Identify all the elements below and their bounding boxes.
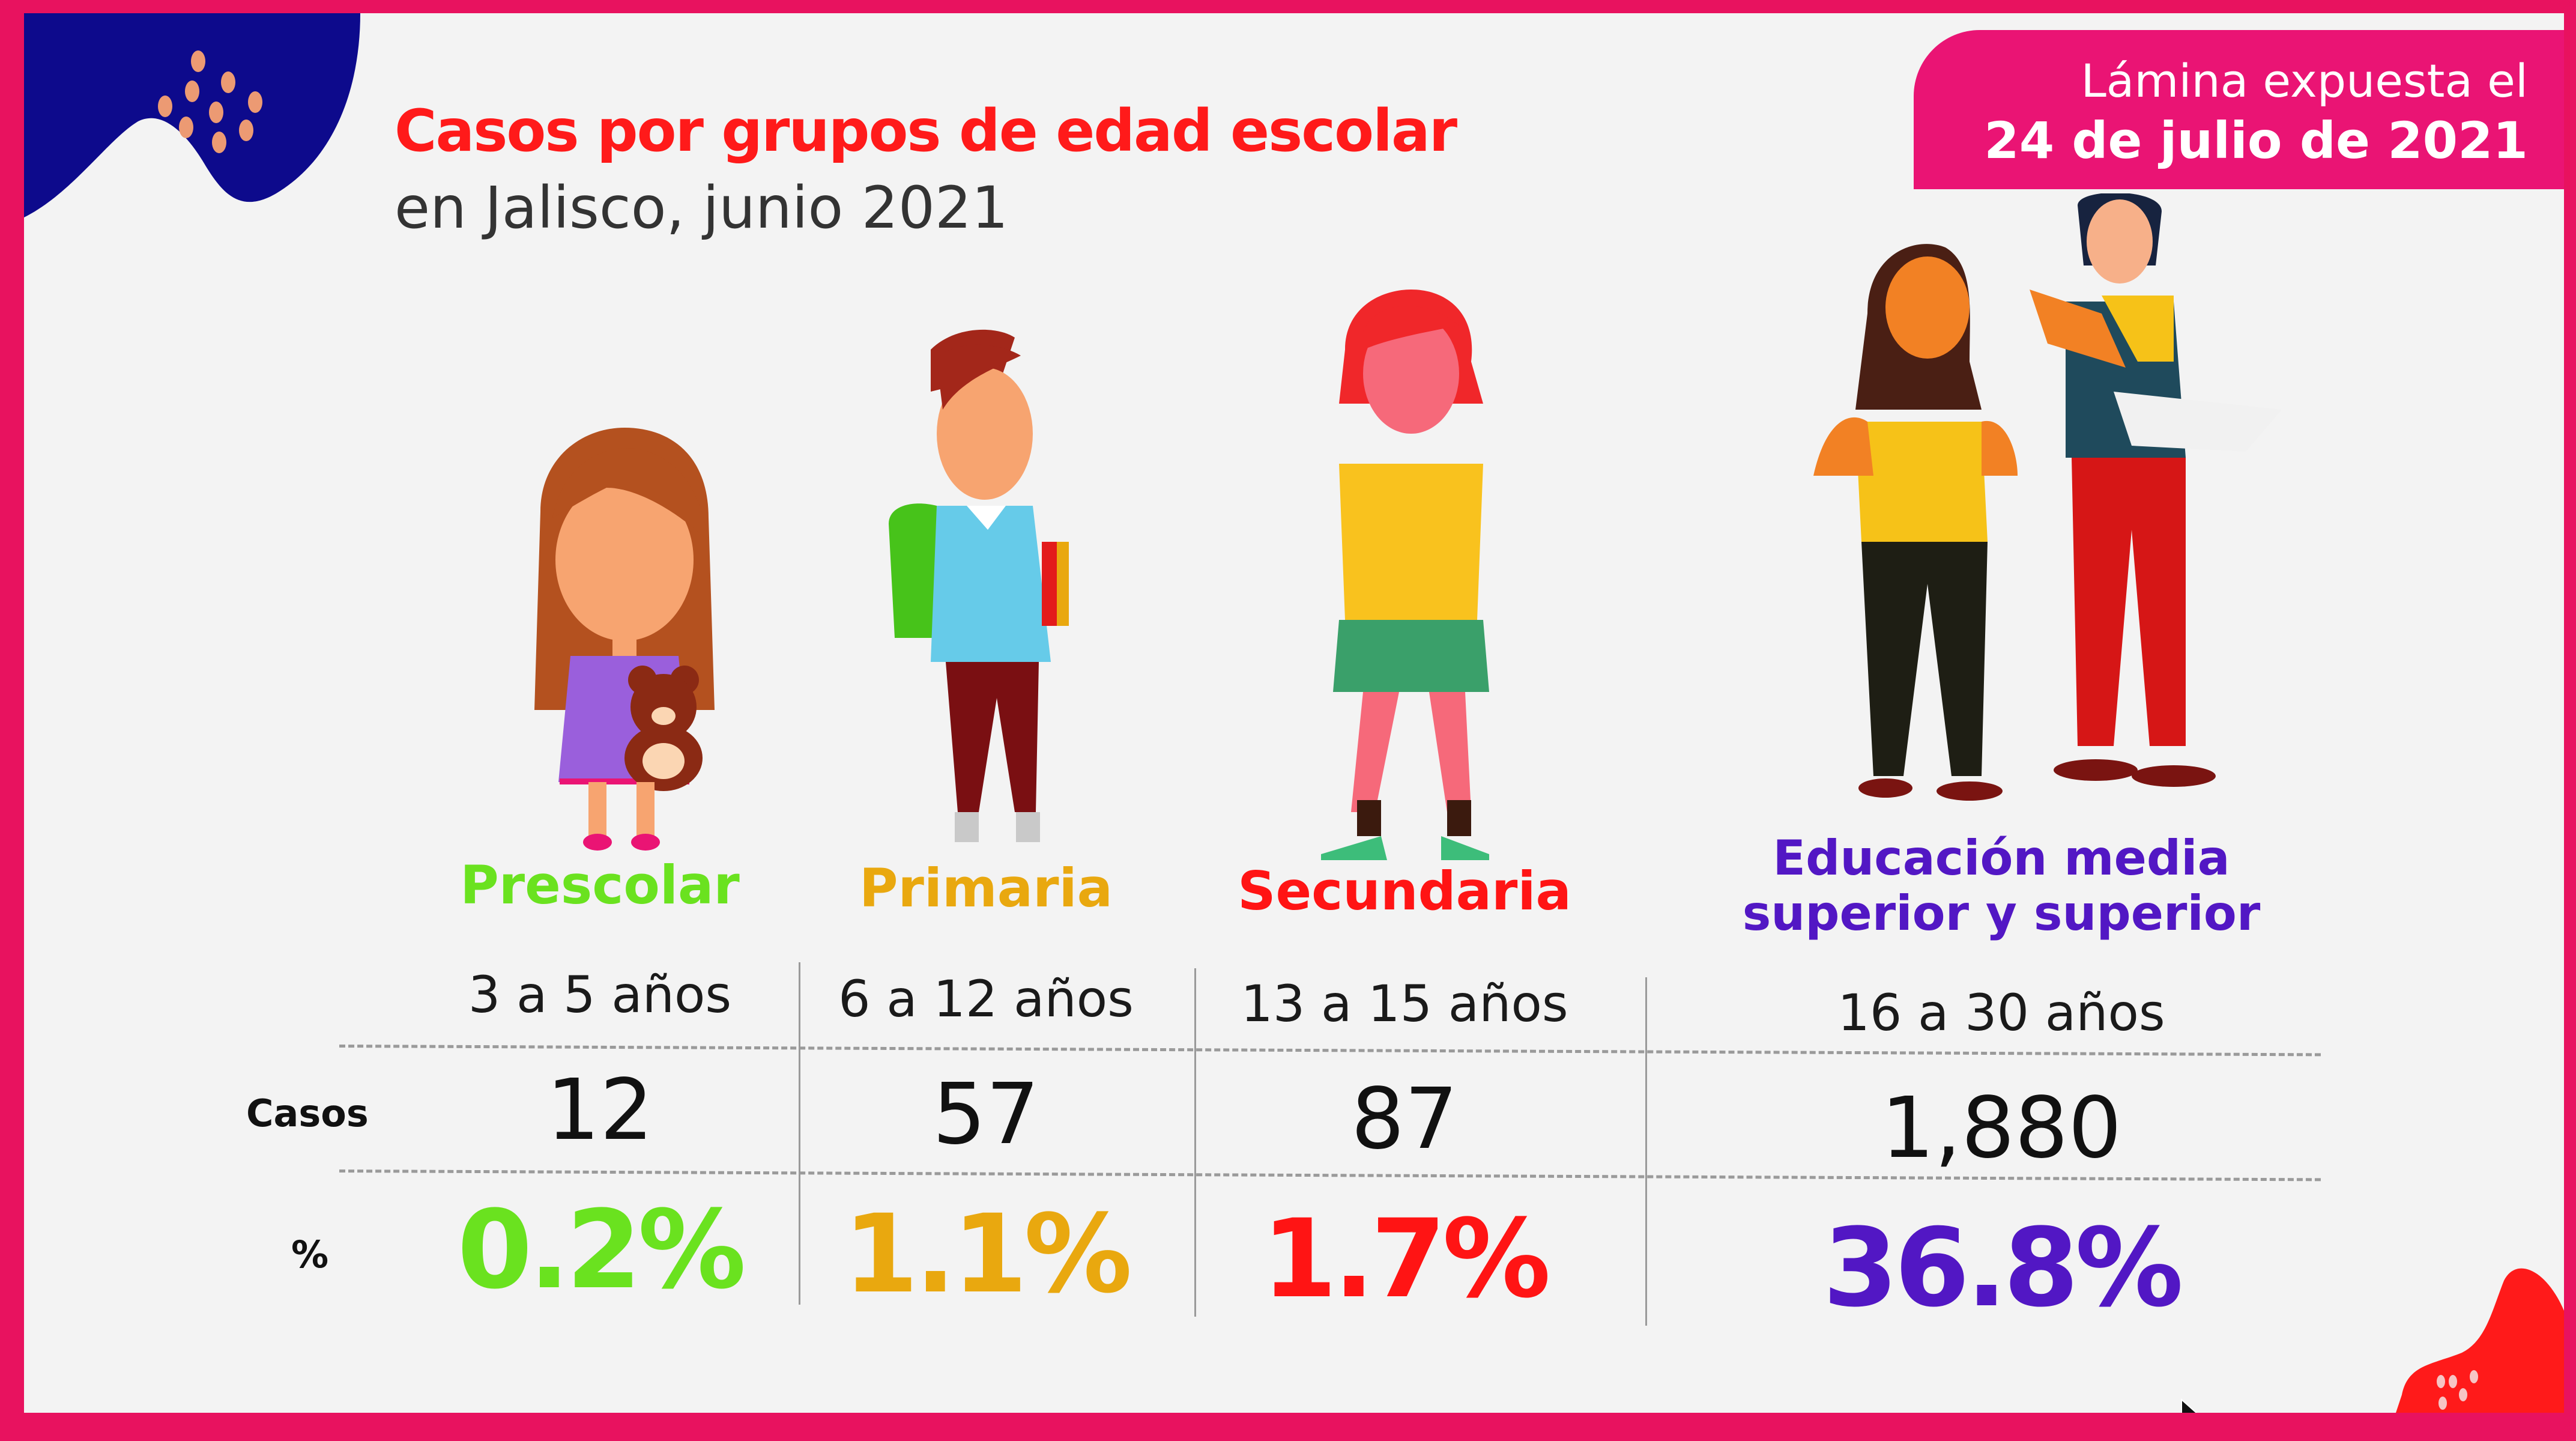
percent-secundaria: 1.7% bbox=[1262, 1197, 1550, 1322]
page-subtitle: en Jalisco, junio 2021 bbox=[395, 174, 1009, 241]
cases-prescolar: 12 bbox=[546, 1061, 654, 1159]
slide: Casos por grupos de edad escolar en Jali… bbox=[24, 13, 2564, 1413]
decorative-blob-top-left bbox=[24, 13, 360, 217]
column-divider-1 bbox=[799, 962, 800, 1305]
group-label-media-superior-line-1: Educación media bbox=[1773, 830, 2230, 886]
age-range-media-superior: 16 a 30 años bbox=[1837, 983, 2165, 1042]
cases-secundaria: 87 bbox=[1350, 1070, 1459, 1168]
group-label-primaria: Primaria bbox=[859, 857, 1113, 919]
badge-line-2: 24 de julio de 2021 bbox=[1984, 111, 2528, 170]
date-badge: Lámina expuesta el 24 de julio de 2021 bbox=[1914, 30, 2564, 189]
cases-primaria: 57 bbox=[932, 1066, 1040, 1163]
column-divider-3 bbox=[1645, 977, 1647, 1326]
cases-media-superior: 1,880 bbox=[1881, 1079, 2122, 1177]
page-title: Casos por grupos de edad escolar bbox=[395, 97, 1457, 165]
badge-line-1: Lámina expuesta el bbox=[2081, 54, 2528, 108]
age-range-secundaria: 13 a 15 años bbox=[1241, 974, 1568, 1033]
group-label-prescolar: Prescolar bbox=[460, 854, 740, 916]
row-divider-1 bbox=[339, 1045, 2321, 1057]
group-label-media-superior-line-2: superior y superior bbox=[1742, 885, 2261, 941]
percent-primaria: 1.1% bbox=[843, 1192, 1132, 1317]
row-label-cases: Casos bbox=[246, 1091, 369, 1135]
column-divider-2 bbox=[1194, 968, 1196, 1317]
age-range-prescolar: 3 a 5 años bbox=[468, 965, 732, 1024]
girl-with-teddy-bear-illustration bbox=[534, 428, 715, 851]
mouse-pointer-icon bbox=[2181, 1398, 2198, 1413]
decorative-blob-bottom-right bbox=[2396, 1268, 2564, 1413]
two-students-reading-illustration bbox=[1813, 193, 2282, 801]
percent-media-superior: 36.8% bbox=[1822, 1206, 2183, 1331]
row-label-percent: % bbox=[291, 1233, 329, 1276]
boy-with-backpack-illustration bbox=[889, 329, 1069, 842]
group-label-secundaria: Secundaria bbox=[1238, 860, 1571, 922]
age-range-primaria: 6 a 12 años bbox=[838, 969, 1134, 1028]
girl-in-uniform-illustration bbox=[1321, 290, 1489, 860]
percent-prescolar: 0.2% bbox=[457, 1188, 746, 1313]
